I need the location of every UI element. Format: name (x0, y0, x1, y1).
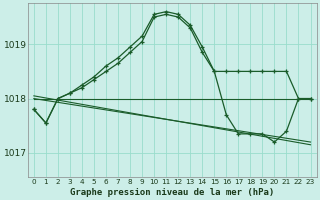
X-axis label: Graphe pression niveau de la mer (hPa): Graphe pression niveau de la mer (hPa) (70, 188, 274, 197)
